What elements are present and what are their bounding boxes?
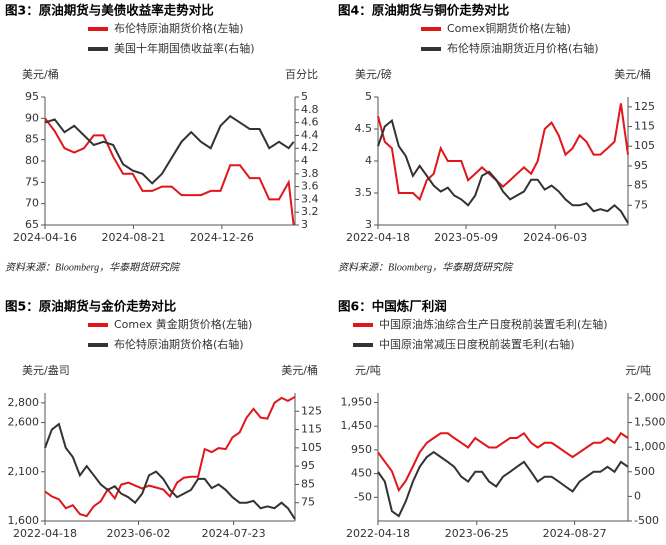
x-tick-label: 2024-08-27 xyxy=(543,527,607,540)
y-tick-label: 1,950 xyxy=(341,395,373,408)
y2-tick-label: 125 xyxy=(634,100,655,113)
y-tick-label: 950 xyxy=(351,443,372,456)
x-tick-label: 2024-12-26 xyxy=(190,231,254,244)
y-tick-label: 85 xyxy=(25,133,39,146)
y2-tick-label: 3.8 xyxy=(301,167,319,180)
y-tick-label: 5 xyxy=(365,90,372,103)
chart-title: 图4：原油期货与铜价走势对比 xyxy=(338,3,510,18)
y2-tick-label: 75 xyxy=(634,198,648,211)
y2-tick-label: 4.8 xyxy=(301,103,319,116)
y2-tick-label: 125 xyxy=(301,404,322,417)
series-line xyxy=(44,117,295,226)
y2-tick-label: 95 xyxy=(301,459,315,472)
y2-tick-label: 1,500 xyxy=(634,416,666,429)
series-line xyxy=(44,396,296,518)
legend-label: 布伦特原油期货价格(右轴) xyxy=(114,337,244,351)
y2-tick-label: 85 xyxy=(301,477,315,490)
series-line xyxy=(377,118,629,224)
y-tick-label: 80 xyxy=(25,154,39,167)
y2-axis-label: 百分比 xyxy=(285,68,318,81)
y2-axis-label: 美元/桶 xyxy=(281,363,318,377)
y-tick-label: 3.5 xyxy=(355,186,373,199)
y2-tick-label: 3 xyxy=(301,218,308,231)
y2-tick-label: 5 xyxy=(301,90,308,103)
y2-tick-label: 115 xyxy=(301,423,322,436)
y2-tick-label: 3.2 xyxy=(301,205,319,218)
y-tick-label: 4.5 xyxy=(355,122,373,135)
x-tick-label: 2024-08-21 xyxy=(101,231,165,244)
x-tick-label: 2023-06-02 xyxy=(107,527,171,540)
y-tick-label: 2,100 xyxy=(8,465,40,478)
x-tick-label: 2023-06-25 xyxy=(445,527,509,540)
y-tick-label: 70 xyxy=(25,197,39,210)
x-tick-label: 2022-04-18 xyxy=(13,527,77,540)
y2-tick-label: 3.4 xyxy=(301,192,319,205)
y-tick-label: 95 xyxy=(25,90,39,103)
y2-tick-label: 115 xyxy=(634,120,655,133)
y2-tick-label: 500 xyxy=(634,465,655,478)
y-tick-label: 65 xyxy=(25,218,39,231)
series-line xyxy=(44,114,295,185)
legend-label: Comex 黄金期货价格(左轴) xyxy=(114,317,252,331)
source-note: 资料来源：Bloomberg，华泰期货研究院 xyxy=(338,261,514,273)
y-tick-label: 2,800 xyxy=(8,396,40,409)
y2-tick-label: -500 xyxy=(634,514,659,527)
x-tick-label: 2022-04-18 xyxy=(346,527,410,540)
x-tick-label: 2023-05-09 xyxy=(434,231,498,244)
y2-axis-label: 美元/桶 xyxy=(614,67,651,81)
y2-tick-label: 105 xyxy=(634,139,655,152)
y2-tick-label: 75 xyxy=(301,496,315,509)
x-tick-label: 2022-04-18 xyxy=(346,231,410,244)
y-tick-label: 1,450 xyxy=(341,419,373,432)
legend-label: 美国十年期国债收益率(右轴) xyxy=(114,41,255,55)
legend-label: Comex铜期货价格(左轴) xyxy=(447,21,571,35)
chart-title: 图3：原油期货与美债收益率走势对比 xyxy=(5,3,214,18)
y2-tick-label: 4.4 xyxy=(301,128,319,141)
y2-tick-label: 4.2 xyxy=(301,141,319,154)
series-line xyxy=(44,422,296,520)
series-line xyxy=(377,103,629,202)
chart-title: 图6：中国炼厂利润 xyxy=(338,299,447,314)
y-tick-label: 75 xyxy=(25,175,39,188)
y-tick-label: 3 xyxy=(365,218,372,231)
y-axis-label: 美元/磅 xyxy=(355,67,392,81)
y-tick-label: 90 xyxy=(25,111,39,124)
chart-title: 图5：原油期货与金价走势对比 xyxy=(5,299,177,314)
y-axis-label: 美元/桶 xyxy=(22,67,59,81)
y2-tick-label: 1,000 xyxy=(634,440,666,453)
y-tick-label: 1,600 xyxy=(8,514,40,527)
y2-tick-label: 4 xyxy=(301,154,308,167)
y2-tick-label: 85 xyxy=(634,179,648,192)
y-tick-label: 4 xyxy=(365,154,372,167)
x-tick-label: 2024-07-23 xyxy=(202,527,266,540)
y-tick-label: 450 xyxy=(351,467,372,480)
legend-label: 中国原油炼油综合生产日度税前装置毛利(左轴) xyxy=(379,317,608,331)
series-line xyxy=(377,450,629,518)
x-tick-label: 2024-06-03 xyxy=(523,231,587,244)
y2-tick-label: 105 xyxy=(301,441,322,454)
x-tick-label: 2024-04-16 xyxy=(13,231,77,244)
legend-label: 布伦特原油期货价格(左轴) xyxy=(114,21,244,35)
y2-tick-label: 3.6 xyxy=(301,180,319,193)
y-axis-label: 美元/盎司 xyxy=(22,363,70,377)
y2-axis-label: 元/吨 xyxy=(625,364,651,377)
y-axis-label: 元/吨 xyxy=(355,364,381,377)
legend-label: 中国原油常减压日度税前装置毛利(右轴) xyxy=(379,337,575,351)
series-line xyxy=(377,431,629,493)
source-note: 资料来源：Bloomberg，华泰期货研究院 xyxy=(5,261,181,273)
y2-tick-label: 2,000 xyxy=(634,391,666,404)
y-tick-label: -50 xyxy=(354,490,372,503)
legend-label: 布伦特原油期货近月价格(右轴) xyxy=(447,41,599,55)
y2-tick-label: 95 xyxy=(634,159,648,172)
y2-tick-label: 0 xyxy=(634,489,641,502)
y2-tick-label: 4.6 xyxy=(301,116,319,129)
y-tick-label: 2,600 xyxy=(8,416,40,429)
